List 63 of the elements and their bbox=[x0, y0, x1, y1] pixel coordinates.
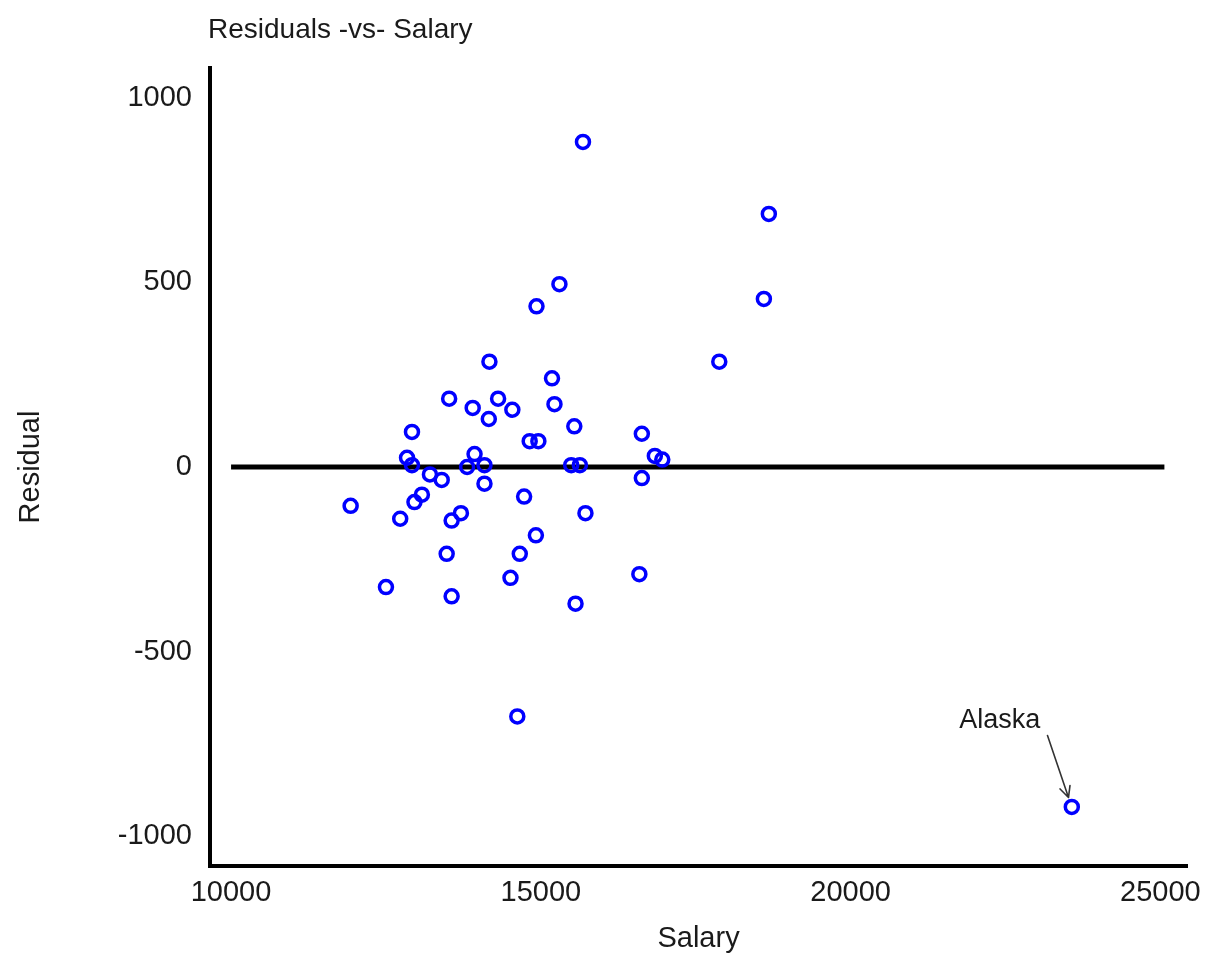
point bbox=[509, 708, 526, 725]
chart-title: Residuals -vs- Salary bbox=[208, 12, 473, 44]
point bbox=[406, 493, 423, 511]
point bbox=[631, 565, 648, 583]
point bbox=[574, 133, 592, 151]
x-tick-label: 10000 bbox=[190, 875, 272, 908]
y-tick-label: 1000 bbox=[127, 79, 192, 112]
point bbox=[633, 425, 651, 442]
point bbox=[515, 488, 533, 505]
point bbox=[458, 458, 476, 476]
point bbox=[433, 471, 450, 489]
point bbox=[551, 275, 568, 293]
point bbox=[443, 512, 460, 529]
y-tick-label: -1000 bbox=[117, 818, 192, 851]
point bbox=[1063, 798, 1081, 816]
point bbox=[546, 395, 563, 413]
point bbox=[403, 423, 421, 441]
y-tick-label: 500 bbox=[143, 264, 192, 297]
point bbox=[464, 399, 481, 417]
y-tick-label: 0 bbox=[175, 449, 192, 481]
point bbox=[511, 545, 529, 563]
x-tick-label: 25000 bbox=[1120, 875, 1201, 908]
point bbox=[438, 545, 455, 563]
point bbox=[530, 432, 547, 450]
point bbox=[403, 456, 421, 474]
y-axis-title: Residual bbox=[13, 410, 46, 524]
point bbox=[711, 353, 728, 370]
point bbox=[521, 432, 538, 450]
point bbox=[760, 205, 778, 223]
point bbox=[502, 569, 519, 587]
x-tick-label: 15000 bbox=[500, 875, 582, 908]
y-tick-label: -500 bbox=[133, 633, 192, 666]
point bbox=[646, 447, 664, 465]
point bbox=[571, 456, 589, 474]
point bbox=[577, 504, 594, 522]
point bbox=[440, 390, 458, 407]
point bbox=[489, 390, 507, 407]
point bbox=[476, 475, 493, 492]
point bbox=[466, 445, 483, 463]
point bbox=[452, 504, 470, 522]
point bbox=[567, 595, 584, 612]
point bbox=[755, 290, 773, 308]
annotation: Alaska bbox=[959, 704, 1042, 735]
point bbox=[342, 497, 359, 515]
point bbox=[528, 298, 545, 315]
point bbox=[398, 449, 416, 467]
x-axis-title: Salary bbox=[657, 920, 741, 953]
point bbox=[480, 410, 498, 428]
point bbox=[443, 588, 460, 605]
point bbox=[527, 527, 545, 544]
point bbox=[504, 401, 521, 418]
point bbox=[633, 469, 651, 487]
point bbox=[476, 456, 493, 474]
point bbox=[566, 418, 583, 435]
point bbox=[391, 510, 409, 527]
point bbox=[562, 456, 580, 474]
point bbox=[543, 370, 561, 387]
point bbox=[421, 466, 439, 483]
point bbox=[413, 486, 431, 503]
x-tick-label: 20000 bbox=[810, 875, 891, 908]
point bbox=[654, 451, 671, 468]
point bbox=[377, 578, 395, 596]
point bbox=[481, 353, 498, 370]
